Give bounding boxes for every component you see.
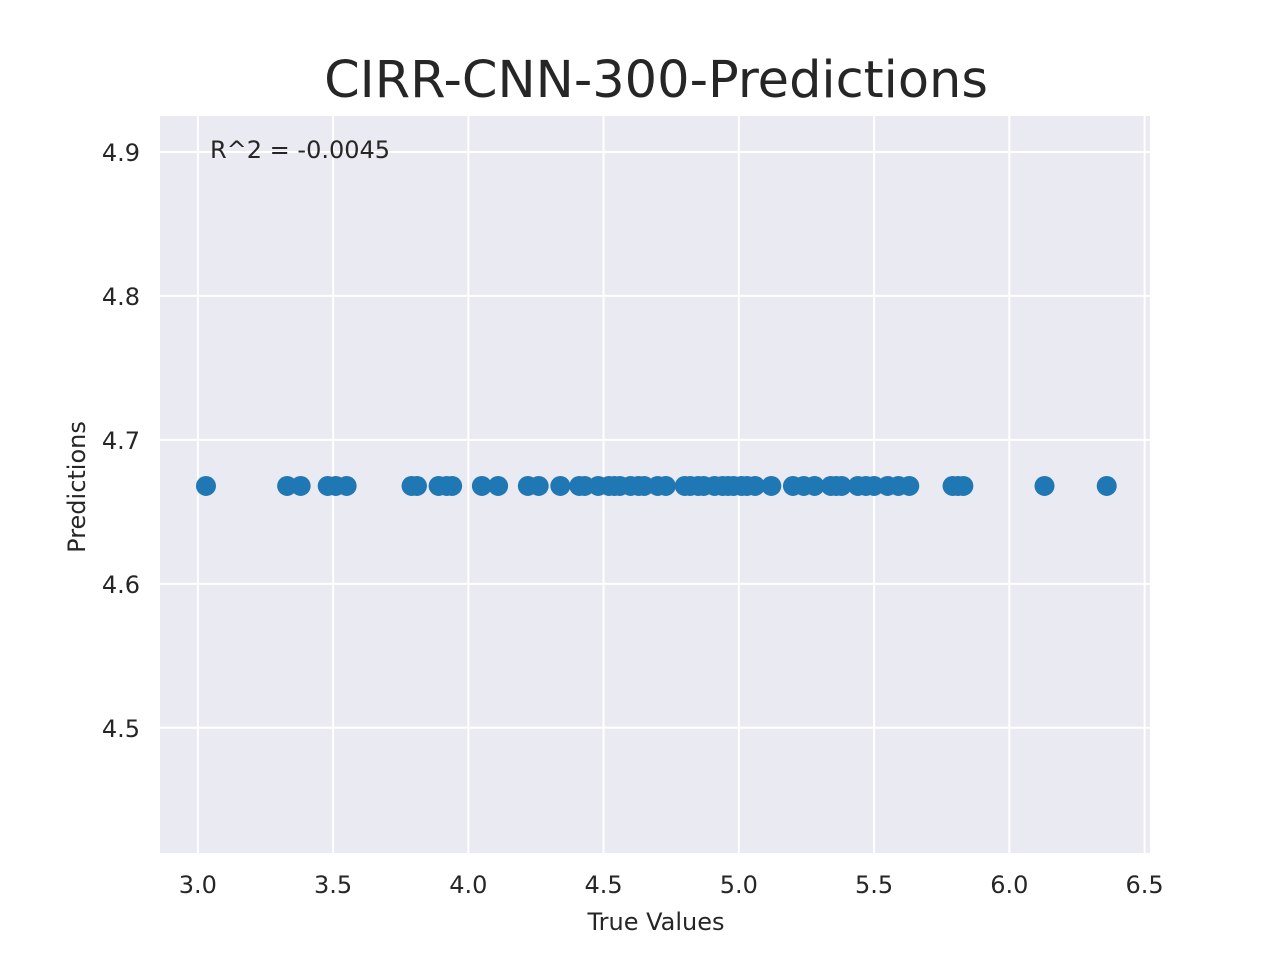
x-tick-label: 3.5 xyxy=(314,871,352,899)
data-point xyxy=(471,475,492,496)
x-tick-label: 4.5 xyxy=(585,871,623,899)
data-point xyxy=(442,475,463,496)
data-point xyxy=(745,475,766,496)
x-tick-labels: 3.0 3.5 4.0 4.5 5.0 5.5 6.0 6.5 xyxy=(179,871,1164,899)
data-points xyxy=(195,475,1117,496)
data-point xyxy=(195,475,216,496)
y-tick-label: 4.8 xyxy=(102,283,140,311)
data-point xyxy=(550,475,571,496)
data-point xyxy=(953,475,974,496)
x-tick-label: 5.0 xyxy=(720,871,758,899)
y-axis-label: Predictions xyxy=(63,421,91,553)
y-tick-label: 4.9 xyxy=(102,139,140,167)
y-tick-label: 4.6 xyxy=(102,571,140,599)
data-point xyxy=(831,475,852,496)
data-point xyxy=(655,475,676,496)
x-tick-label: 6.5 xyxy=(1126,871,1164,899)
data-point xyxy=(290,475,311,496)
y-tick-label: 4.7 xyxy=(102,427,140,455)
y-tick-label: 4.5 xyxy=(102,715,140,743)
data-point xyxy=(1034,475,1055,496)
data-point xyxy=(488,475,509,496)
data-point xyxy=(761,475,782,496)
y-tick-labels: 4.5 4.6 4.7 4.8 4.9 xyxy=(102,139,140,743)
data-point xyxy=(899,475,920,496)
x-tick-label: 5.5 xyxy=(855,871,893,899)
x-axis-label: True Values xyxy=(586,908,724,936)
x-tick-label: 4.0 xyxy=(449,871,487,899)
x-tick-label: 6.0 xyxy=(990,871,1028,899)
x-tick-label: 3.0 xyxy=(179,871,217,899)
data-point xyxy=(336,475,357,496)
chart-title: CIRR-CNN-300-Predictions xyxy=(324,51,988,110)
data-point xyxy=(528,475,549,496)
data-point xyxy=(1096,475,1117,496)
r-squared-annotation: R^2 = -0.0045 xyxy=(210,136,390,164)
data-point xyxy=(804,475,825,496)
data-point xyxy=(406,475,427,496)
